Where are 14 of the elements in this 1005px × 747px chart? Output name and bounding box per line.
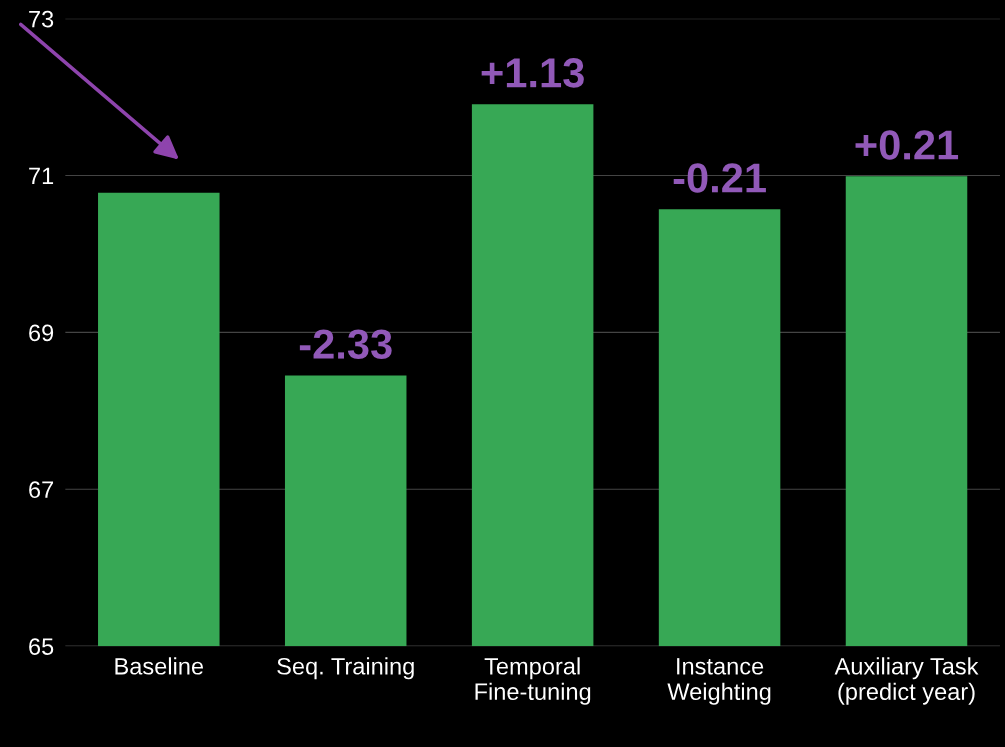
x-tick-label: Seq. Training: [277, 657, 414, 680]
x-tick-label: Baseline: [115, 657, 204, 675]
y-tick-label: 73: [29, 10, 54, 28]
x-tick-label: Temporal Fine-tuning: [475, 657, 591, 705]
y-tick-label: 65: [29, 638, 54, 655]
x-tick-label: Instance Weighting: [667, 658, 771, 705]
y-tick-label: 71: [29, 167, 54, 185]
x-tick-label: Auxiliary Task (predict year): [834, 657, 979, 705]
y-tick-label: 67: [29, 481, 54, 499]
annotation: -0.21: [673, 163, 766, 193]
annotation: +1.13: [481, 58, 584, 88]
annotation: -2.33: [299, 329, 392, 360]
annotation: +0.21: [855, 130, 959, 160]
y-tick-label: 69: [29, 324, 54, 342]
